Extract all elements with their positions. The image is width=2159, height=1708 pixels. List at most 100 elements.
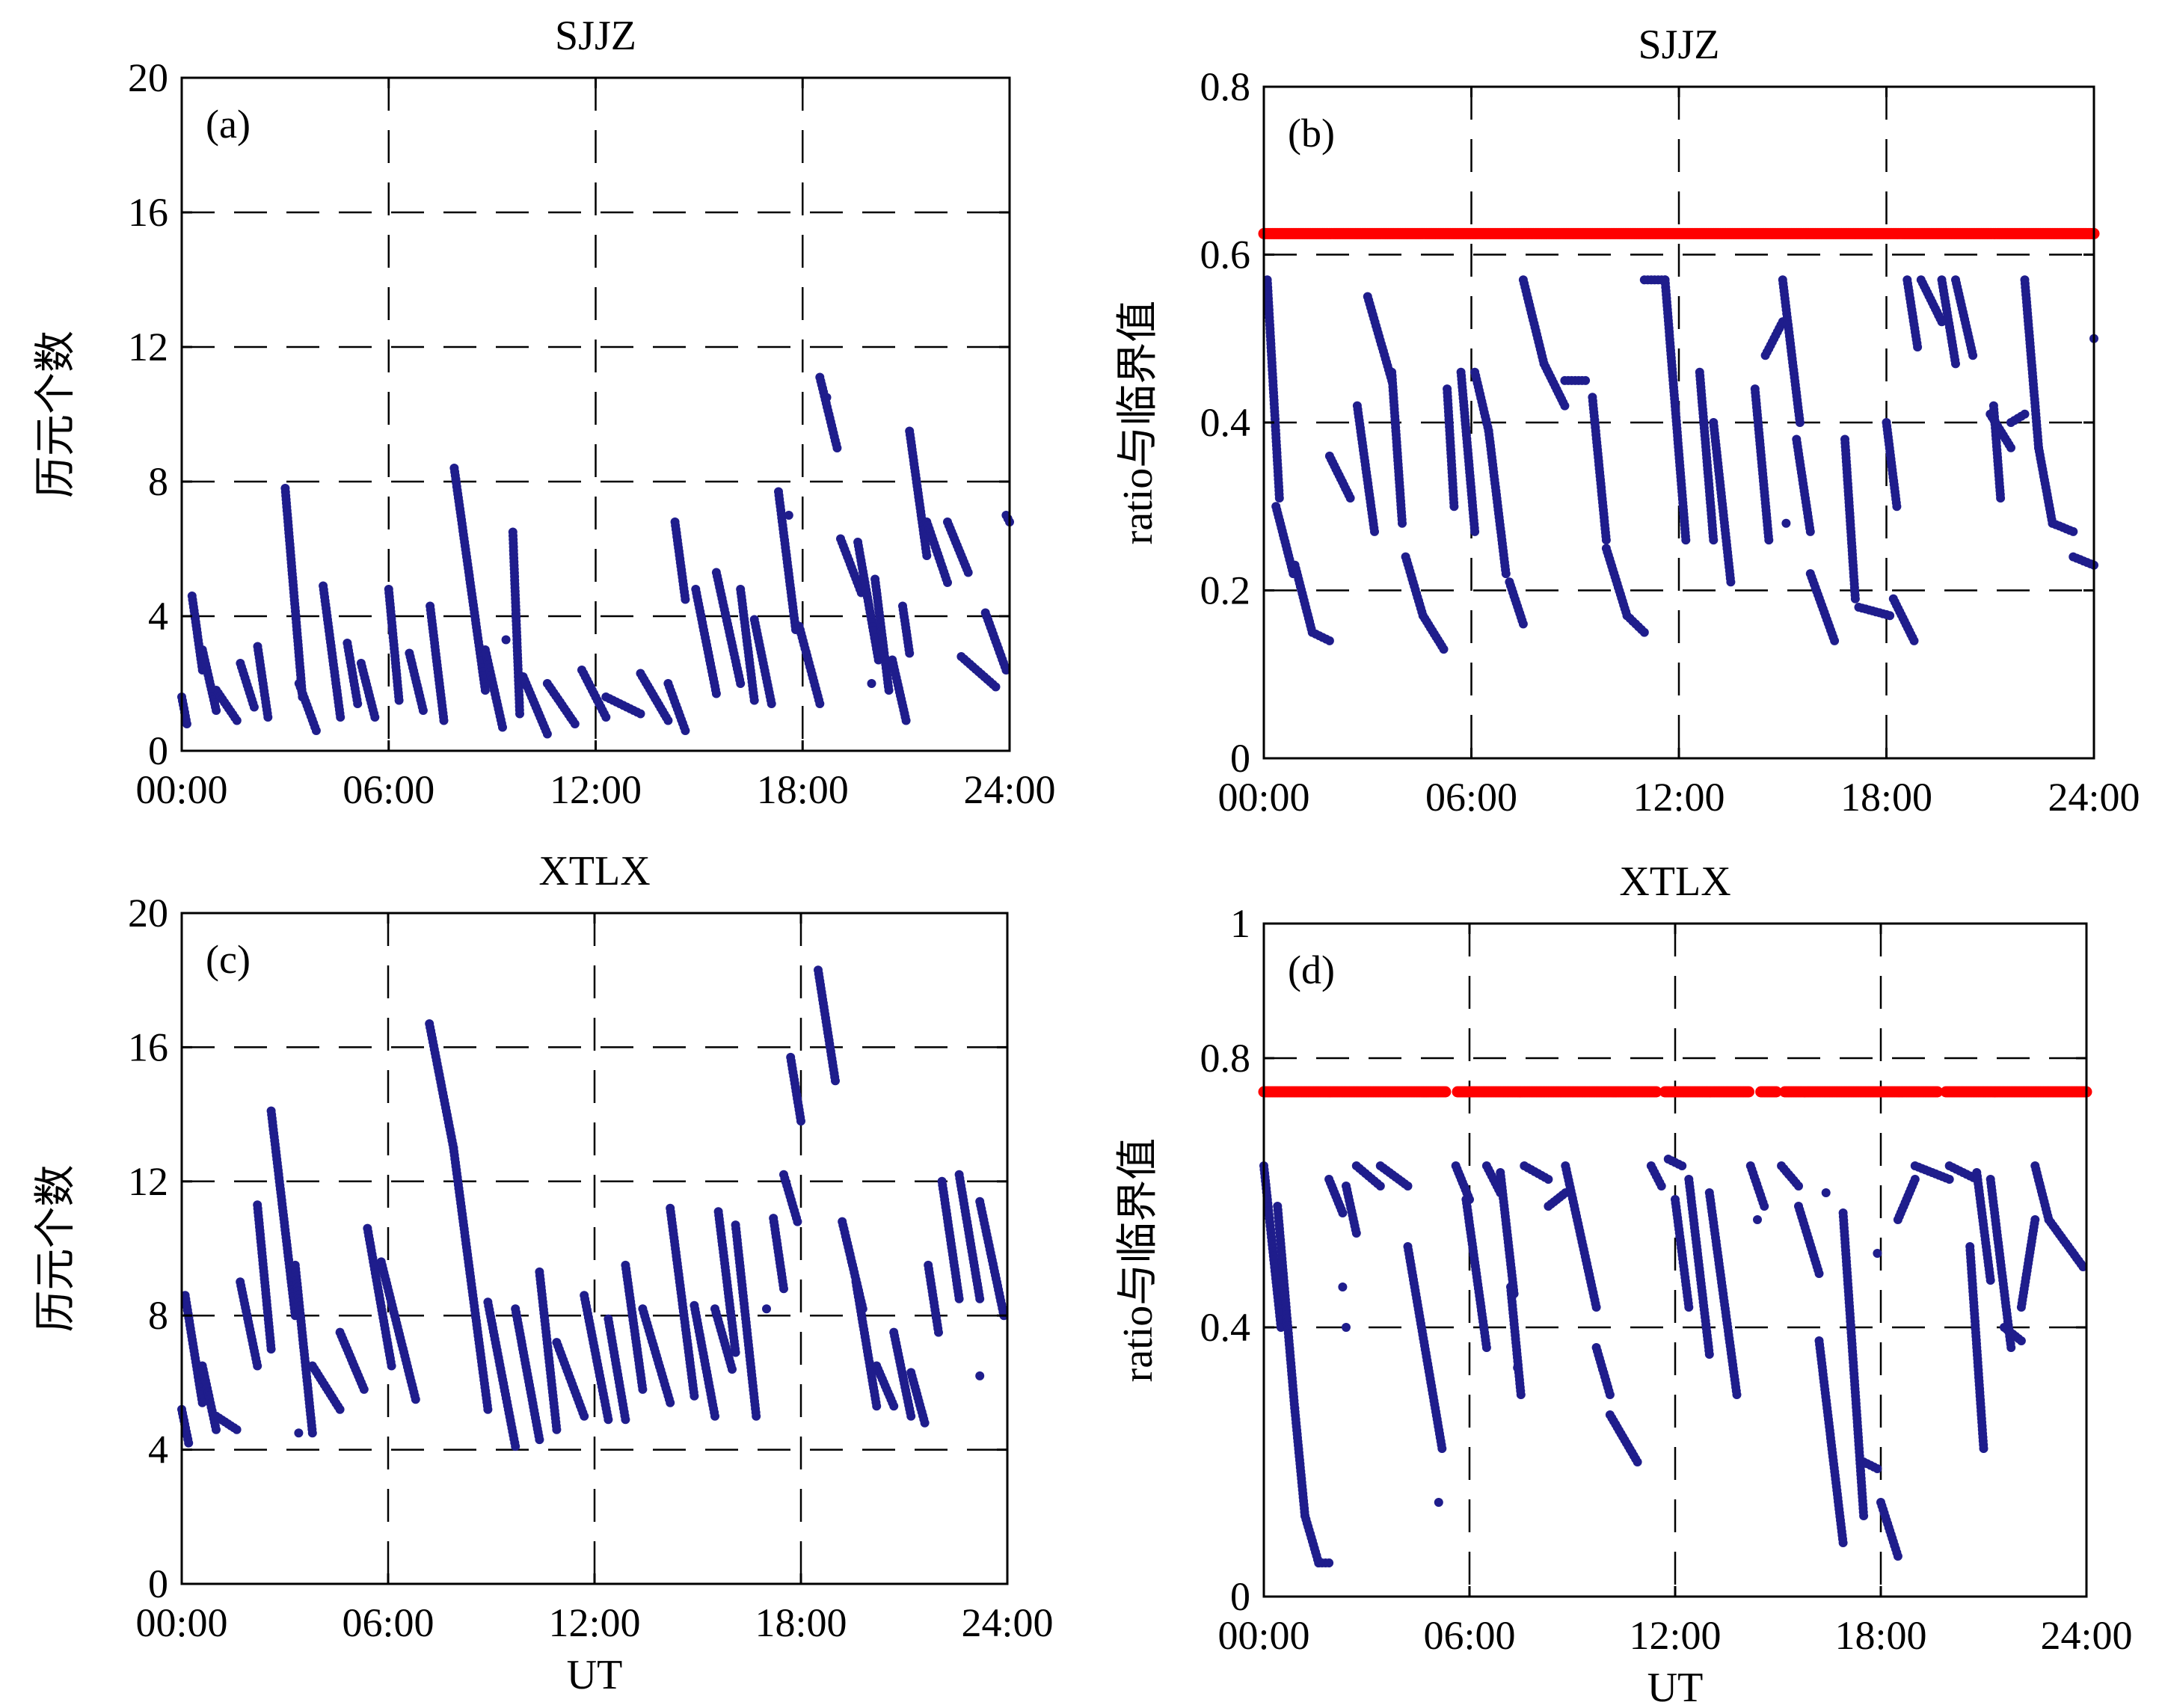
data-point — [663, 716, 673, 725]
data-point — [601, 713, 611, 722]
data-point — [1351, 1229, 1361, 1238]
x-tick-label: 12:00 — [550, 767, 642, 812]
data-point — [212, 706, 221, 715]
data-point — [767, 699, 776, 708]
data-point — [922, 551, 932, 560]
data-point — [779, 1284, 788, 1294]
y-tick-label: 0.6 — [1200, 233, 1251, 277]
y-tick-label: 0 — [1230, 736, 1250, 781]
data-point — [253, 1361, 262, 1371]
x-tick-label: 18:00 — [757, 767, 849, 812]
data-point — [1403, 1182, 1413, 1191]
data-point — [784, 511, 793, 520]
data-point — [1375, 1182, 1385, 1191]
data-point — [1324, 1558, 1334, 1567]
data-point — [1795, 418, 1805, 427]
data-series — [1262, 275, 2098, 654]
data-point — [728, 1365, 737, 1374]
data-point — [212, 1425, 221, 1434]
panel-label: (a) — [206, 102, 251, 147]
data-point — [1581, 375, 1591, 385]
data-point — [1439, 645, 1449, 654]
data-point — [552, 1425, 562, 1434]
y-tick-label: 4 — [148, 1428, 168, 1472]
data-point — [1892, 502, 1902, 512]
data-point — [1001, 666, 1011, 675]
data-point — [1345, 494, 1355, 503]
data-point — [1830, 636, 1840, 645]
data-point — [1338, 1208, 1348, 1217]
data-point — [570, 719, 580, 728]
data-point — [1370, 526, 1379, 536]
data-point — [1437, 1444, 1447, 1453]
data-point — [762, 1304, 771, 1314]
data-point — [867, 679, 876, 688]
data-point — [232, 716, 242, 725]
data-point — [184, 1438, 194, 1448]
data-point — [394, 695, 404, 705]
data-point — [483, 1404, 493, 1414]
y-tick-label: 16 — [128, 1025, 168, 1069]
data-point — [1544, 1175, 1553, 1184]
data-point — [666, 1398, 675, 1407]
data-point — [638, 1384, 648, 1394]
data-point — [294, 1428, 304, 1438]
y-tick-label: 0 — [148, 728, 168, 773]
chart-panel-c: 00:00 06:00 12:00 18:00 24:00048121620XTLX(c… — [33, 848, 1054, 1698]
data-point — [1605, 1390, 1615, 1399]
data-point — [752, 1411, 761, 1421]
data-point — [906, 1411, 916, 1421]
y-tick-label: 8 — [148, 459, 168, 504]
data-point — [542, 729, 552, 739]
data-point — [266, 1345, 276, 1354]
data-point — [831, 1076, 840, 1086]
data-point — [511, 1442, 520, 1452]
data-point — [822, 393, 832, 402]
data-point — [1633, 1457, 1642, 1466]
data-point — [1913, 342, 1923, 351]
y-tick-label: 20 — [128, 891, 168, 936]
data-series — [1259, 1155, 2088, 1567]
threshold-point — [1440, 1086, 1452, 1098]
data-point — [975, 1294, 985, 1303]
threshold-line — [1258, 1086, 2092, 1098]
y-tick-label: 0 — [148, 1561, 168, 1606]
x-tick-label: 06:00 — [342, 1600, 434, 1645]
data-point — [1850, 594, 1860, 603]
data-point — [307, 1428, 317, 1438]
y-axis-label: 历元个数 — [33, 331, 79, 498]
data-point — [439, 716, 449, 725]
data-point — [1764, 535, 1774, 545]
data-point — [793, 1217, 802, 1226]
x-tick-label: 06:00 — [343, 767, 434, 812]
data-point — [1805, 526, 1815, 536]
data-point — [1760, 1202, 1769, 1211]
data-point — [1709, 535, 1719, 545]
data-point — [249, 702, 259, 712]
data-point — [2006, 443, 2015, 452]
x-tick-label: 24:00 — [963, 767, 1055, 812]
y-tick-label: 16 — [128, 190, 168, 235]
y-axis-label: 历元个数 — [33, 1165, 79, 1333]
data-point — [1501, 569, 1511, 579]
data-point — [920, 1418, 930, 1428]
data-point — [1996, 494, 2006, 503]
data-point — [636, 709, 645, 719]
data-point — [1732, 1390, 1742, 1399]
data-point — [710, 1411, 719, 1421]
data-point — [370, 713, 380, 722]
data-point — [336, 713, 345, 722]
data-point — [1684, 1303, 1694, 1312]
data-point — [182, 719, 191, 728]
x-tick-label: 00:00 — [135, 1600, 227, 1645]
threshold-point — [1743, 1086, 1754, 1098]
data-point — [749, 695, 759, 705]
data-point — [815, 699, 825, 708]
data-point — [535, 1435, 544, 1445]
y-tick-label: 0.4 — [1200, 400, 1251, 445]
x-tick-label: 00:00 — [1217, 775, 1309, 820]
data-point — [580, 1411, 589, 1421]
data-point — [359, 1384, 369, 1394]
data-point — [1274, 494, 1284, 503]
y-tick-label: 20 — [128, 55, 168, 100]
